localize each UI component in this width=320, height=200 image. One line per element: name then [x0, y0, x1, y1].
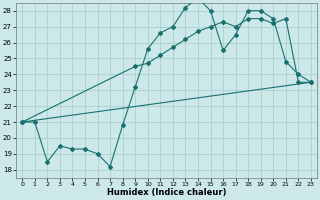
X-axis label: Humidex (Indice chaleur): Humidex (Indice chaleur): [107, 188, 226, 197]
